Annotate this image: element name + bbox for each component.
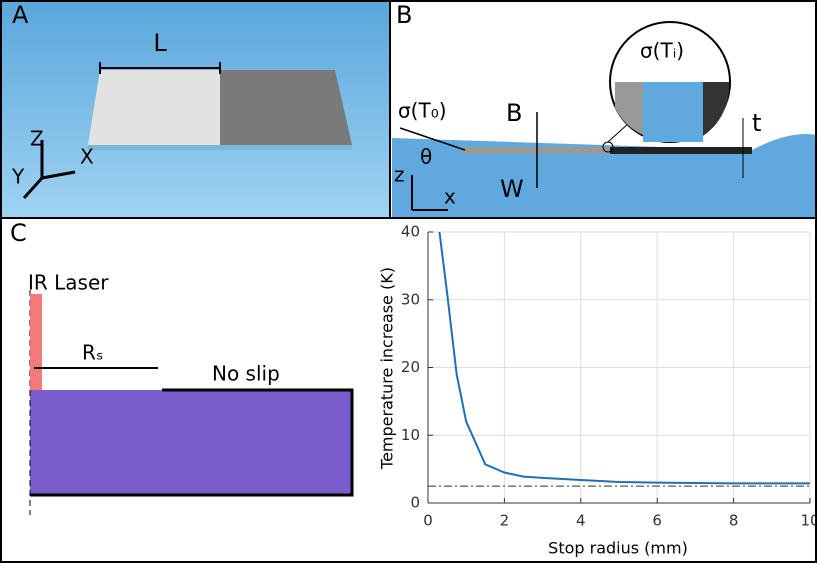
panel-label: C bbox=[10, 219, 27, 247]
x-tick-label: 2 bbox=[500, 512, 510, 530]
y-tick-label: 40 bbox=[401, 223, 420, 241]
x-axis-label: Stop radius (mm) bbox=[548, 539, 688, 558]
field-label: B bbox=[506, 99, 522, 127]
axis-label: z bbox=[394, 163, 405, 187]
field-label: W bbox=[500, 175, 524, 203]
boundary-label: No slip bbox=[212, 362, 280, 386]
laser-beam bbox=[30, 294, 42, 390]
slab-dark bbox=[220, 70, 352, 145]
zoom-line bbox=[607, 121, 631, 143]
inset-dark bbox=[703, 82, 730, 136]
panel-label: B bbox=[396, 1, 412, 29]
panel-label: A bbox=[12, 1, 29, 29]
angle-label: θ bbox=[420, 145, 432, 169]
thickness-label: t bbox=[752, 109, 761, 137]
water bbox=[392, 134, 817, 218]
domain bbox=[30, 390, 352, 495]
y-axis-label: Temperature increase (K) bbox=[378, 267, 397, 470]
tension-arrow bbox=[399, 127, 466, 151]
y-tick-label: 10 bbox=[401, 426, 420, 444]
slab-light bbox=[88, 70, 220, 145]
x-tick-label: 6 bbox=[652, 512, 662, 530]
inset-water bbox=[643, 82, 703, 142]
length-label: L bbox=[153, 29, 167, 57]
laser-label: IR Laser bbox=[28, 271, 109, 295]
radius-label: Rₛ bbox=[82, 341, 103, 365]
data-line bbox=[438, 231, 810, 485]
tension-label: σ(Tᵢ) bbox=[640, 39, 684, 63]
plate-dark bbox=[610, 147, 752, 154]
axes-a bbox=[22, 140, 76, 200]
x-tick-label: 4 bbox=[576, 512, 586, 530]
axis-label: X bbox=[80, 145, 94, 169]
y-tick-label: 30 bbox=[401, 290, 420, 308]
axis-label: x bbox=[444, 185, 456, 209]
tension-label: σ(T₀) bbox=[398, 99, 447, 123]
x-tick-label: 8 bbox=[729, 512, 739, 530]
axis-label: Z bbox=[30, 127, 44, 151]
x-tick-label: 0 bbox=[423, 512, 433, 530]
axes-b bbox=[411, 175, 448, 211]
inset-light bbox=[615, 82, 643, 135]
y-tick-label: 0 bbox=[410, 494, 420, 512]
y-tick-label: 20 bbox=[401, 358, 420, 376]
no-slip-wall bbox=[30, 388, 354, 497]
slab-edge bbox=[88, 145, 352, 150]
x-tick-label: 10 bbox=[800, 512, 817, 530]
plot: 0 2 4 6 8 10 0 10 20 30 40 bbox=[401, 223, 817, 530]
axis-label: Y bbox=[11, 165, 25, 189]
